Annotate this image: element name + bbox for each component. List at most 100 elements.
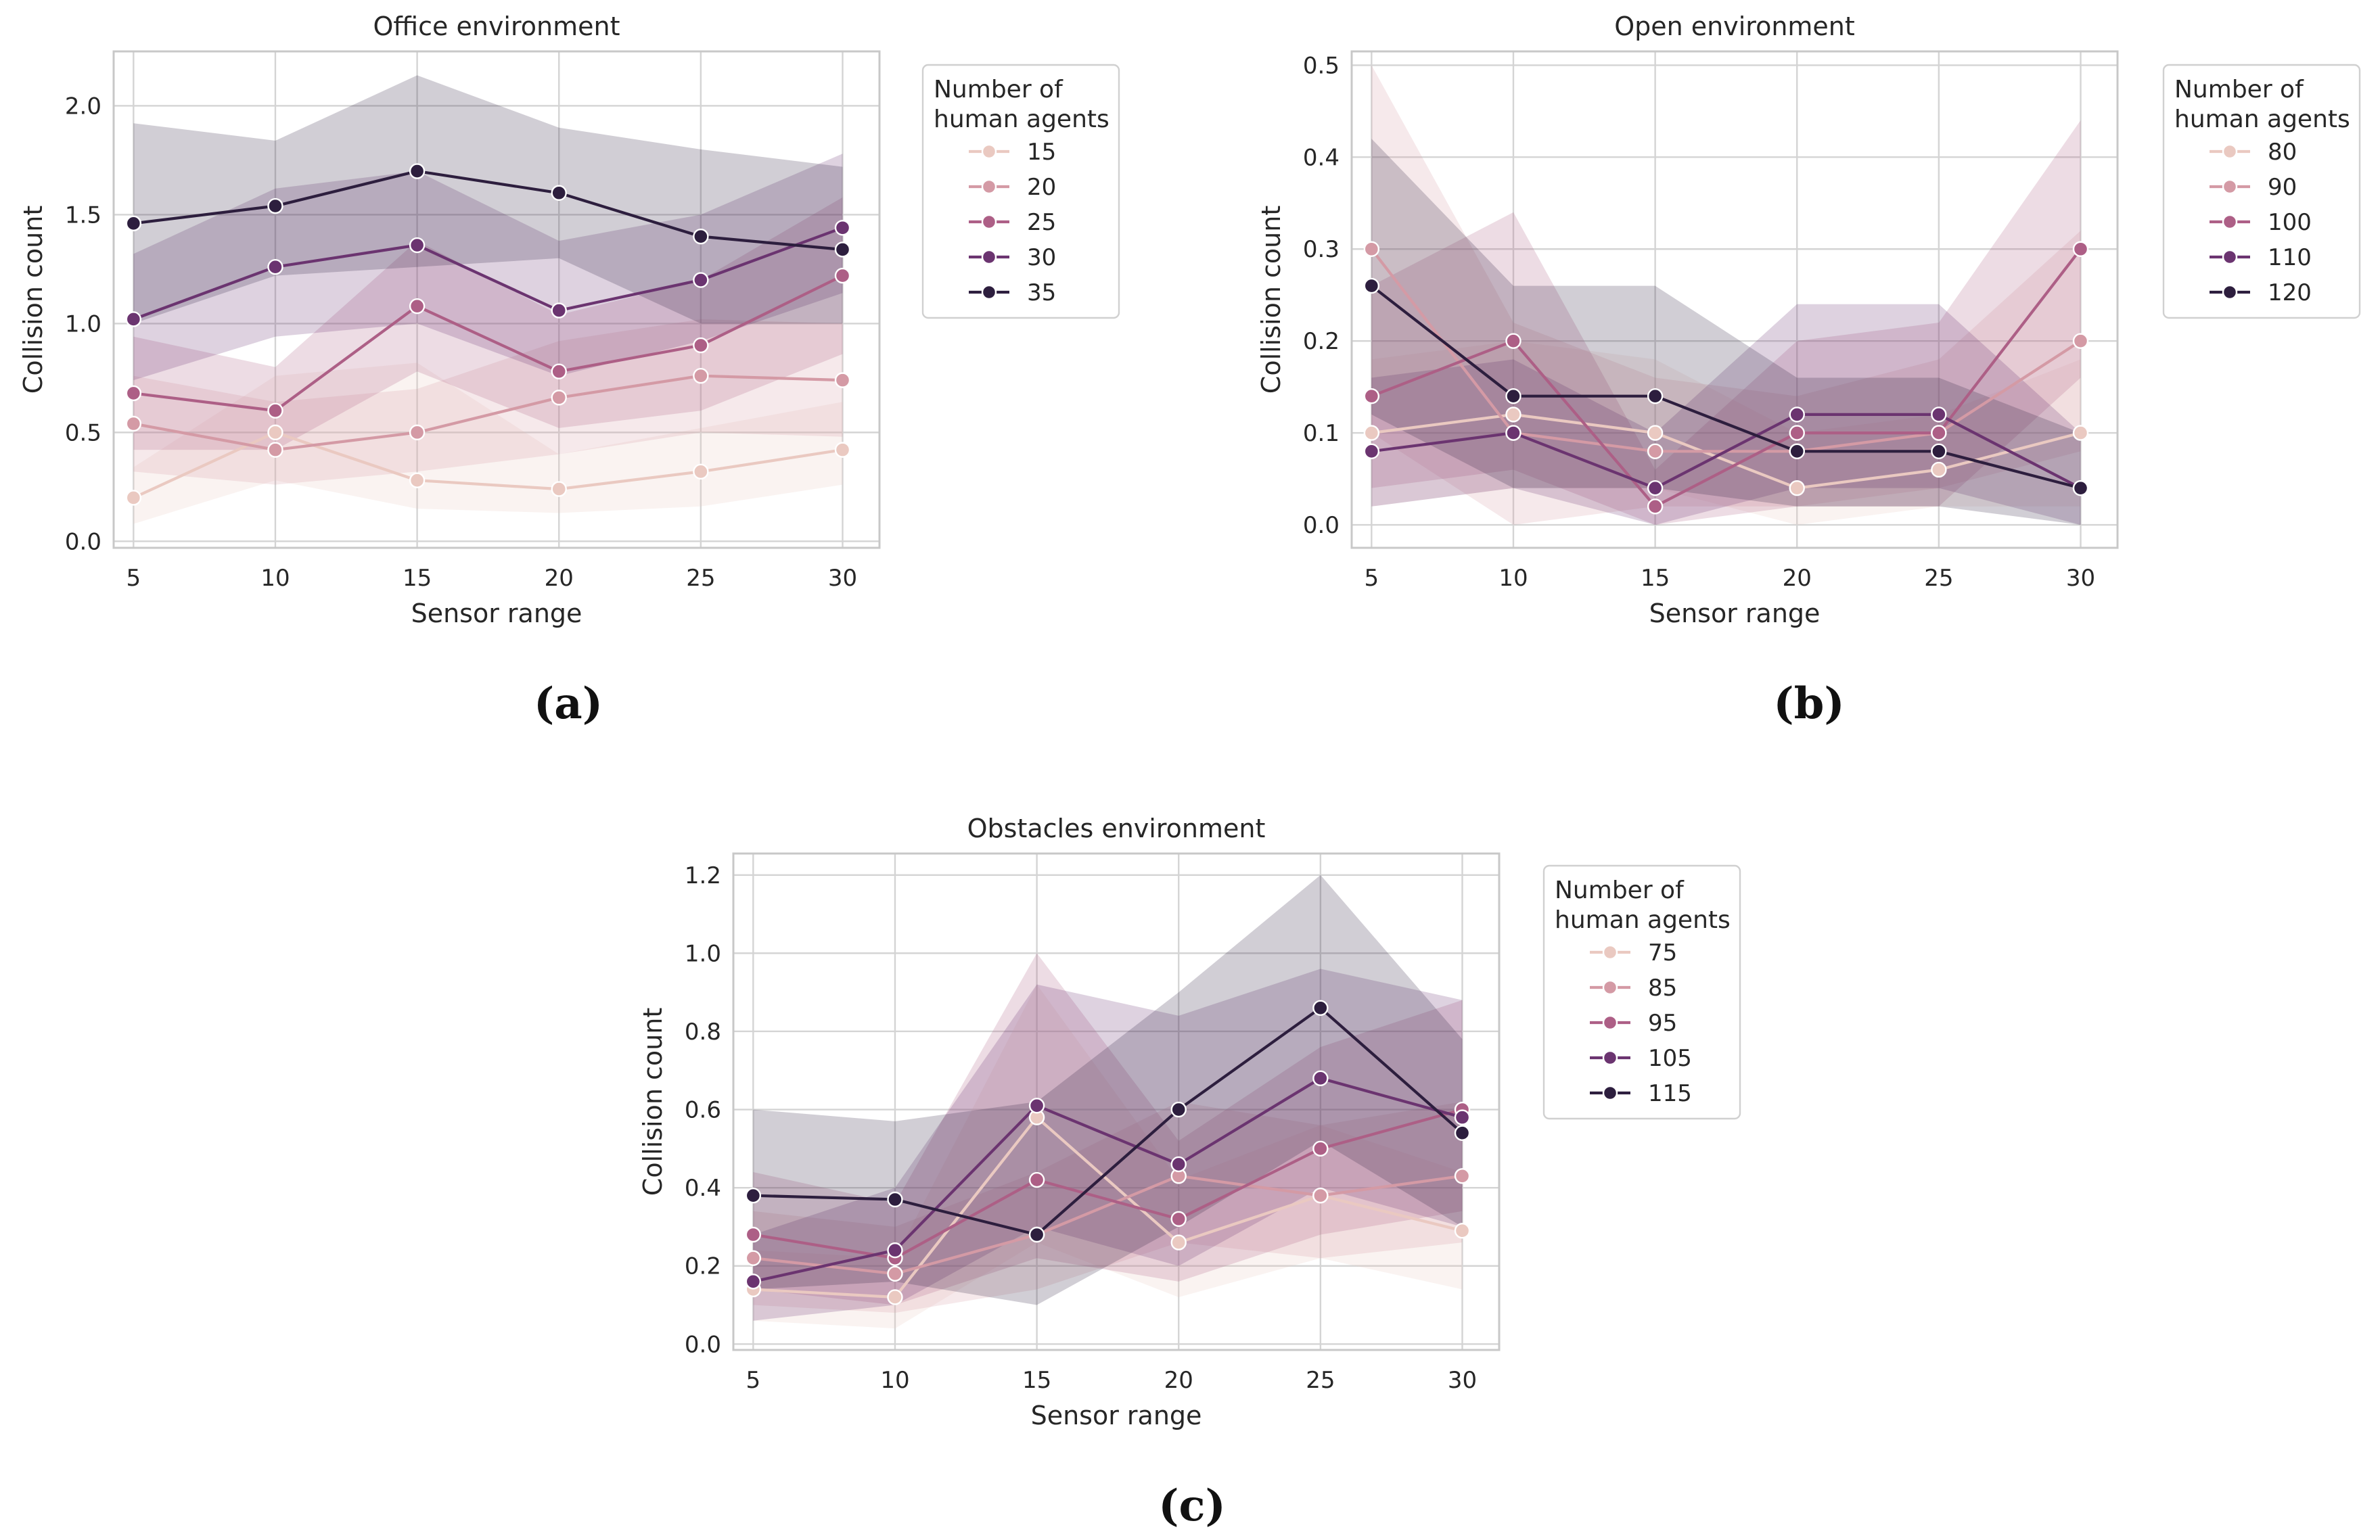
panel-caption: (c) bbox=[1158, 1480, 1226, 1531]
data-point-110 bbox=[1931, 406, 1947, 423]
data-point-110 bbox=[1363, 443, 1380, 459]
y-tick-label: 0.6 bbox=[685, 1097, 721, 1124]
data-point-95 bbox=[1028, 1171, 1045, 1188]
x-tick-label: 30 bbox=[1448, 1367, 1477, 1394]
x-tick-label: 10 bbox=[1498, 565, 1528, 592]
x-tick-label: 15 bbox=[1641, 565, 1670, 592]
legend-title-line-2: human agents bbox=[2174, 106, 2350, 133]
data-point-15 bbox=[267, 424, 283, 441]
x-tick-label: 25 bbox=[686, 565, 715, 592]
data-point-15 bbox=[551, 481, 567, 497]
data-point-25 bbox=[693, 337, 709, 354]
series-line-75 bbox=[753, 1115, 1463, 1299]
x-tick-label: 15 bbox=[1022, 1367, 1051, 1394]
data-point-95 bbox=[745, 1226, 762, 1243]
y-tick-label: 1.2 bbox=[685, 862, 721, 889]
series-line-15 bbox=[133, 431, 843, 499]
data-point-115 bbox=[1454, 1125, 1471, 1141]
data-point-115 bbox=[745, 1188, 762, 1204]
legend-label-30: 30 bbox=[1027, 244, 1056, 271]
data-point-120 bbox=[1505, 388, 1521, 404]
data-point-105 bbox=[1028, 1098, 1045, 1114]
x-axis-label: Sensor range bbox=[1649, 599, 1821, 628]
legend-box bbox=[2162, 64, 2361, 319]
data-point-105 bbox=[1170, 1156, 1187, 1173]
data-point-35 bbox=[834, 241, 851, 258]
confidence-band-85 bbox=[753, 1102, 1463, 1313]
data-point-20 bbox=[834, 372, 851, 388]
series-line-30 bbox=[133, 226, 844, 321]
data-point-75 bbox=[1170, 1234, 1187, 1251]
data-point-105 bbox=[1454, 1109, 1471, 1125]
x-tick-label: 10 bbox=[880, 1367, 909, 1394]
data-point-15 bbox=[125, 490, 142, 506]
legend-label-20: 20 bbox=[1027, 174, 1056, 201]
data-point-80 bbox=[1647, 425, 1664, 441]
chart-title: Obstacles environment bbox=[967, 814, 1266, 843]
chart-title: Office environment bbox=[373, 11, 620, 41]
legend-label-80: 80 bbox=[2268, 139, 2297, 166]
legend-marker-25 bbox=[981, 214, 997, 230]
data-point-105 bbox=[1312, 1070, 1329, 1087]
data-point-95 bbox=[1170, 1211, 1187, 1228]
data-point-90 bbox=[2072, 333, 2089, 349]
x-axis-label: Sensor range bbox=[411, 599, 582, 628]
data-point-85 bbox=[887, 1265, 903, 1282]
data-point-110 bbox=[1647, 480, 1664, 496]
data-point-120 bbox=[1363, 277, 1380, 294]
y-tick-label: 0.5 bbox=[1303, 52, 1340, 79]
plot-area bbox=[733, 854, 1499, 1350]
y-tick-label: 0.1 bbox=[1303, 420, 1340, 447]
data-point-30 bbox=[125, 311, 142, 327]
legend-marker-15 bbox=[981, 143, 997, 160]
y-tick-label: 0.0 bbox=[685, 1331, 721, 1358]
series-line-85 bbox=[753, 1174, 1463, 1276]
legend-label-95: 95 bbox=[1648, 1010, 1677, 1037]
legend-label-35: 35 bbox=[1027, 279, 1056, 306]
confidence-band-110 bbox=[1371, 304, 2081, 525]
y-tick-label: 1.0 bbox=[65, 310, 101, 337]
legend: Number of human agents 80 90 100 110 120 bbox=[2162, 64, 2361, 319]
data-point-15 bbox=[693, 463, 709, 480]
data-point-80 bbox=[1789, 480, 1805, 496]
data-point-35 bbox=[551, 185, 567, 201]
legend-marker-85 bbox=[1602, 979, 1618, 996]
axes-frame bbox=[112, 50, 881, 549]
y-tick-label: 0.2 bbox=[685, 1253, 721, 1280]
data-point-100 bbox=[1789, 425, 1805, 441]
data-point-30 bbox=[693, 272, 709, 288]
x-tick-label: 5 bbox=[1365, 565, 1379, 592]
confidence-band-120 bbox=[1371, 139, 2081, 526]
data-point-20 bbox=[693, 367, 709, 384]
data-point-90 bbox=[1647, 443, 1664, 459]
legend-marker-35 bbox=[981, 284, 997, 300]
legend-label-115: 115 bbox=[1648, 1080, 1692, 1107]
legend-marker-20 bbox=[981, 179, 997, 195]
y-tick-label: 0.3 bbox=[1303, 236, 1340, 263]
data-point-30 bbox=[409, 237, 426, 254]
data-point-25 bbox=[551, 363, 567, 379]
data-point-105 bbox=[745, 1274, 762, 1290]
data-point-15 bbox=[834, 442, 851, 458]
confidence-band-100 bbox=[1371, 120, 2081, 525]
data-point-95 bbox=[1312, 1140, 1329, 1157]
data-point-15 bbox=[409, 472, 426, 488]
data-point-30 bbox=[267, 259, 283, 275]
legend-label-120: 120 bbox=[2268, 279, 2312, 306]
legend-marker-90 bbox=[2222, 179, 2238, 195]
data-point-35 bbox=[693, 228, 709, 245]
data-point-25 bbox=[409, 298, 426, 314]
y-tick-label: 1.5 bbox=[65, 202, 101, 229]
chart-panel-1: 5 10 15 20 25 30 0.0 0.5 1.0 1.5 2.0 Office environ… bbox=[18, 11, 1120, 729]
data-point-100 bbox=[1505, 333, 1521, 349]
legend-marker-30 bbox=[981, 249, 997, 265]
legend-box bbox=[1542, 864, 1741, 1120]
data-point-100 bbox=[1647, 498, 1664, 515]
legend-box bbox=[921, 64, 1120, 319]
data-point-90 bbox=[1363, 241, 1380, 257]
legend-marker-120 bbox=[2222, 284, 2238, 300]
data-point-120 bbox=[1647, 388, 1664, 404]
x-tick-label: 5 bbox=[127, 565, 141, 592]
data-point-20 bbox=[267, 442, 283, 458]
